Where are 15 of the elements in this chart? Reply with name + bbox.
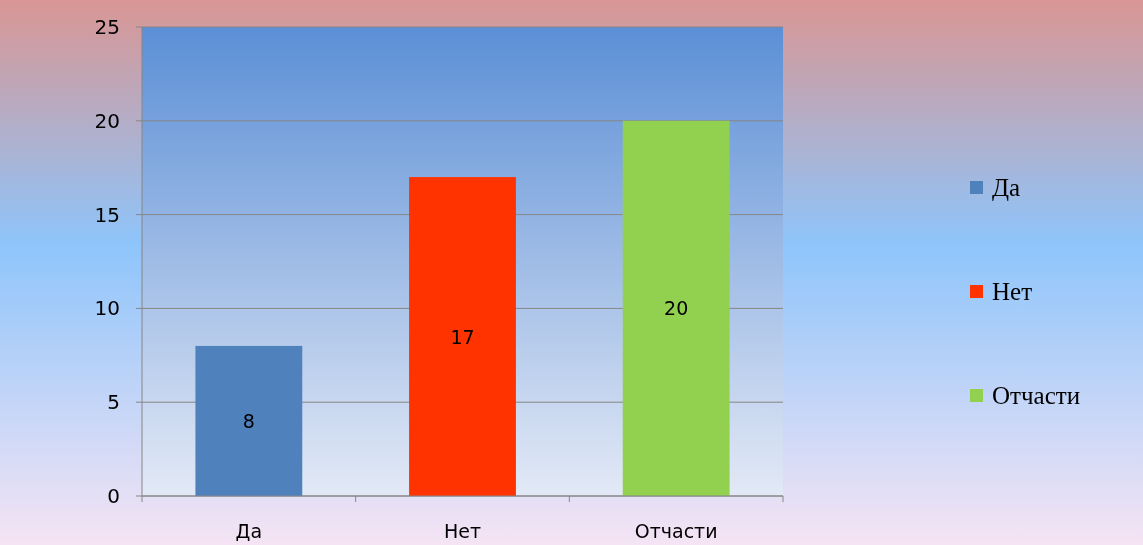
- legend-label: Нет: [992, 278, 1033, 305]
- legend-label: Отчасти: [992, 382, 1081, 409]
- x-tick-label: Отчасти: [634, 520, 718, 542]
- data-label: 17: [450, 325, 475, 348]
- y-tick-label: 10: [94, 296, 120, 321]
- x-tick-label: Нет: [443, 520, 482, 542]
- data-label: 8: [242, 409, 255, 432]
- y-tick-label: 0: [107, 484, 120, 508]
- data-label: 20: [664, 297, 689, 320]
- y-tick-label: 25: [94, 15, 120, 39]
- legend-label: Да: [992, 174, 1021, 201]
- y-tick-label: 15: [94, 202, 120, 227]
- y-tick-label: 20: [94, 108, 120, 133]
- x-tick-label: Да: [235, 520, 263, 542]
- y-tick-label: 5: [107, 390, 120, 415]
